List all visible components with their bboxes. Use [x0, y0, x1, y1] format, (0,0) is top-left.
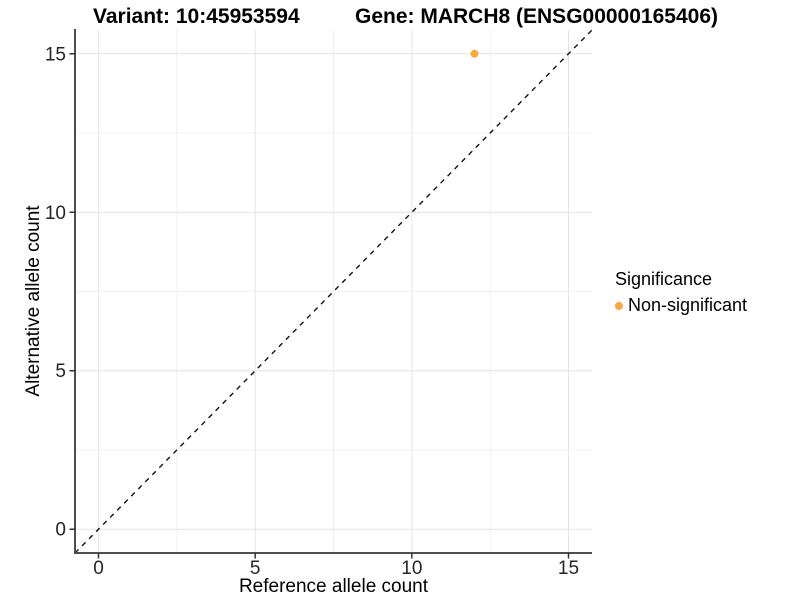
tick-labels-group: 0 5 10 15 0 5 10 15: [45, 44, 579, 579]
legend-item-label: Non-significant: [628, 295, 748, 315]
x-tick-label: 10: [401, 558, 422, 579]
y-tick-label: 15: [45, 44, 66, 65]
data-points-group: [470, 49, 479, 58]
scatter-point: [470, 49, 479, 58]
y-tick-label: 0: [55, 520, 66, 541]
x-axis-title: Reference allele count: [238, 576, 429, 597]
y-axis-title: Alternative allele count: [23, 205, 44, 397]
plot-title-gene: Gene: MARCH8 (ENSG00000165406): [355, 5, 718, 28]
x-tick-label: 0: [93, 558, 104, 579]
tick-marks-group: [69, 53, 570, 559]
legend-item: Non-significant: [615, 295, 747, 316]
x-tick-label: 5: [250, 558, 261, 579]
legend: Significance Non-significant: [615, 269, 747, 316]
legend-point-icon: [615, 301, 623, 310]
legend-title: Significance: [615, 269, 713, 289]
x-tick-label: 15: [558, 558, 579, 579]
y-tick-label: 10: [45, 203, 66, 224]
plot-title-variant: Variant: 10:45953594: [93, 5, 300, 28]
gridlines-group: [75, 30, 592, 553]
identity-line-group: [74, 29, 593, 554]
axis-lines-group: [74, 29, 592, 554]
y-tick-label: 5: [55, 361, 66, 382]
identity-dashed-line: [74, 29, 593, 554]
